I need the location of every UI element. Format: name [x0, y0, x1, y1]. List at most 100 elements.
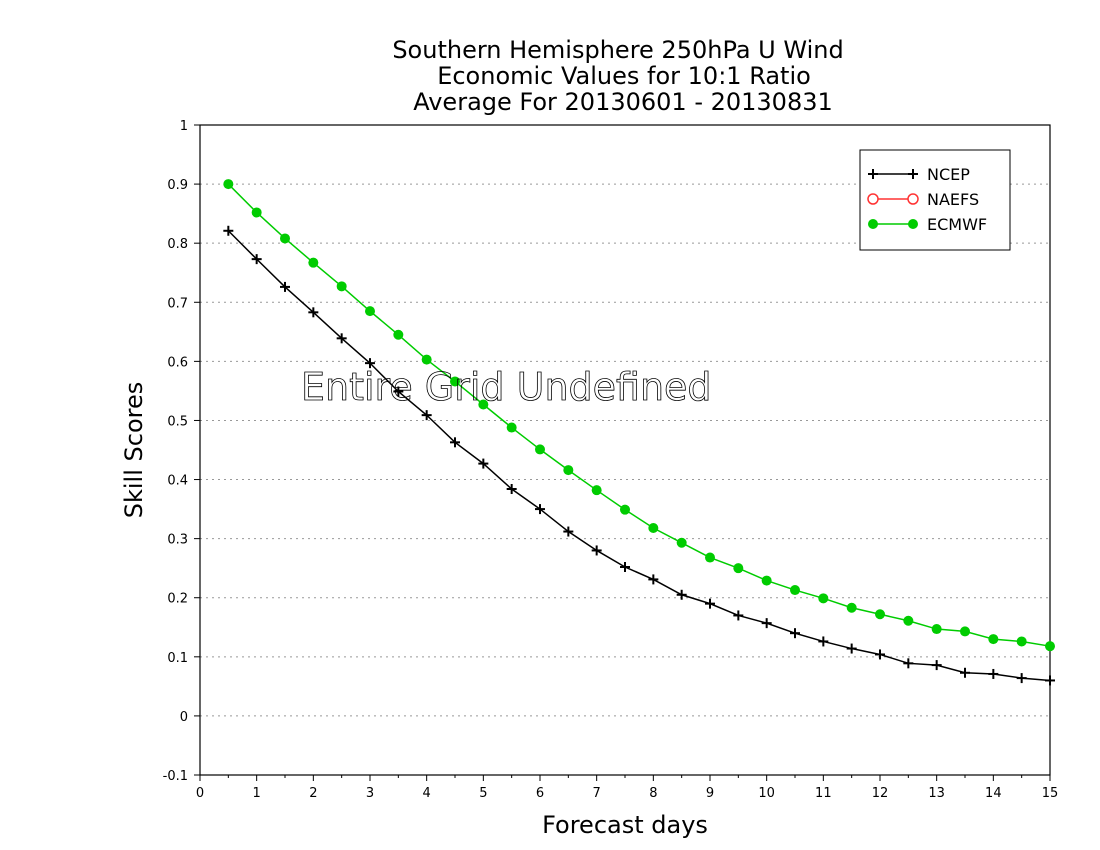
ecmwf-point — [868, 219, 878, 229]
ncep-point — [648, 574, 659, 585]
x-tick-label: 9 — [706, 786, 714, 801]
x-tick-label: 13 — [928, 786, 945, 801]
ecmwf-point — [251, 207, 262, 218]
ncep-point — [733, 610, 744, 621]
chart-title-line-3: Average For 20130601 - 20130831 — [413, 88, 833, 116]
ecmwf-point — [1045, 641, 1055, 652]
ncep-point — [223, 225, 234, 236]
x-tick-label: 2 — [309, 786, 317, 801]
ecmwf-point — [648, 523, 659, 533]
legend-item-ecmwf: ECMWF — [868, 215, 987, 234]
ecmwf-point — [705, 552, 715, 563]
legend-item-ncep: NCEP — [868, 165, 970, 184]
chart-title: Southern Hemisphere 250hPa U Wind Econom… — [392, 36, 843, 116]
ncep-point — [790, 628, 800, 639]
ncep-point — [535, 504, 545, 515]
y-axis-ticks: -0.1 0 0.1 0.2 0.3 0.4 0.5 0.6 0.7 0.8 0.9 1 — [163, 119, 200, 784]
legend-label-naefs: NAEFS — [927, 190, 979, 209]
ecmwf-point — [908, 219, 918, 229]
x-axis-label: Forecast days — [542, 811, 708, 839]
x-tick-label: 11 — [815, 786, 832, 801]
x-axis-ticks: 0 1 2 3 4 5 6 7 8 9 10 11 12 13 14 15 — [196, 775, 1058, 801]
legend-item-naefs: NAEFS — [867, 190, 979, 209]
x-tick-label: 10 — [758, 786, 775, 801]
y-tick-label: 0.3 — [167, 533, 188, 548]
ncep-series — [223, 225, 1055, 686]
x-tick-label: 7 — [593, 786, 601, 801]
ncep-point — [563, 526, 574, 537]
x-tick-label: 12 — [872, 786, 889, 801]
undefined-grid-annotation: Entire Grid Undefined — [301, 365, 712, 409]
ncep-point — [931, 660, 942, 671]
chart-title-line-1: Southern Hemisphere 250hPa U Wind — [392, 36, 843, 64]
ecmwf-point — [1016, 636, 1027, 647]
ncep-point — [846, 643, 857, 654]
naefs-point — [867, 193, 879, 205]
x-tick-label: 0 — [196, 786, 204, 801]
ncep-point — [761, 618, 772, 629]
legend-label-ncep: NCEP — [927, 165, 970, 184]
ecmwf-point — [818, 593, 829, 604]
ncep-point — [676, 589, 687, 600]
ncep-point — [903, 658, 914, 669]
ecmwf-point — [931, 624, 942, 635]
ncep-point — [960, 667, 970, 678]
ecmwf-point — [506, 422, 517, 433]
ncep-point — [1016, 673, 1027, 684]
ncep-point — [705, 598, 715, 609]
ecmwf-point — [733, 563, 744, 574]
y-tick-label: 0 — [180, 710, 188, 725]
y-tick-label: 0.9 — [167, 178, 188, 193]
ecmwf-point — [846, 602, 857, 613]
ecmwf-point — [393, 329, 404, 340]
ncep-point — [868, 169, 878, 179]
x-tick-label: 4 — [423, 786, 431, 801]
ecmwf-point — [875, 609, 885, 620]
ecmwf-point — [620, 504, 630, 515]
ncep-point — [620, 562, 630, 572]
y-tick-label: -0.1 — [163, 769, 188, 784]
legend-box — [859, 149, 1011, 251]
ecmwf-point — [365, 306, 375, 317]
ecmwf-point — [450, 376, 460, 387]
ncep-point — [365, 358, 375, 369]
ncep-point — [308, 307, 319, 318]
x-tick-label: 5 — [479, 786, 487, 801]
y-tick-label: 0.8 — [167, 237, 188, 252]
y-tick-label: 0.7 — [167, 296, 188, 311]
ncep-point — [421, 410, 432, 421]
y-tick-label: 0.5 — [167, 414, 188, 429]
ecmwf-point — [676, 537, 687, 548]
ecmwf-point — [903, 615, 914, 626]
y-tick-label: 0.2 — [167, 592, 188, 607]
x-tick-label: 8 — [649, 786, 657, 801]
ecmwf-point — [960, 626, 970, 637]
ecmwf-point — [421, 354, 432, 365]
x-tick-label: 1 — [253, 786, 261, 801]
ncep-line — [227, 230, 1051, 682]
legend: NCEP NAEFS ECMWF — [859, 149, 1011, 251]
ncep-point — [393, 386, 404, 397]
y-tick-label: 0.1 — [167, 651, 188, 666]
ncep-point — [908, 169, 918, 179]
ecmwf-series — [223, 179, 1055, 652]
ecmwf-point — [563, 465, 574, 476]
ncep-point — [506, 484, 517, 494]
ncep-point — [251, 254, 262, 265]
y-tick-label: 0.4 — [167, 474, 188, 489]
ecmwf-point — [535, 444, 545, 455]
series-layer — [223, 179, 1055, 686]
ecmwf-point — [761, 575, 772, 586]
x-tick-label: 15 — [1042, 786, 1059, 801]
chart-title-line-2: Economic Values for 10:1 Ratio — [437, 62, 811, 90]
ncep-point — [336, 333, 347, 344]
ecmwf-point — [988, 634, 999, 645]
ecmwf-point — [591, 485, 602, 496]
ncep-point — [988, 668, 999, 679]
ecmwf-point — [478, 399, 489, 410]
ecmwf-point — [308, 257, 319, 268]
x-tick-label: 14 — [985, 786, 1002, 801]
legend-label-ecmwf: ECMWF — [927, 215, 987, 234]
ncep-point — [591, 545, 602, 556]
